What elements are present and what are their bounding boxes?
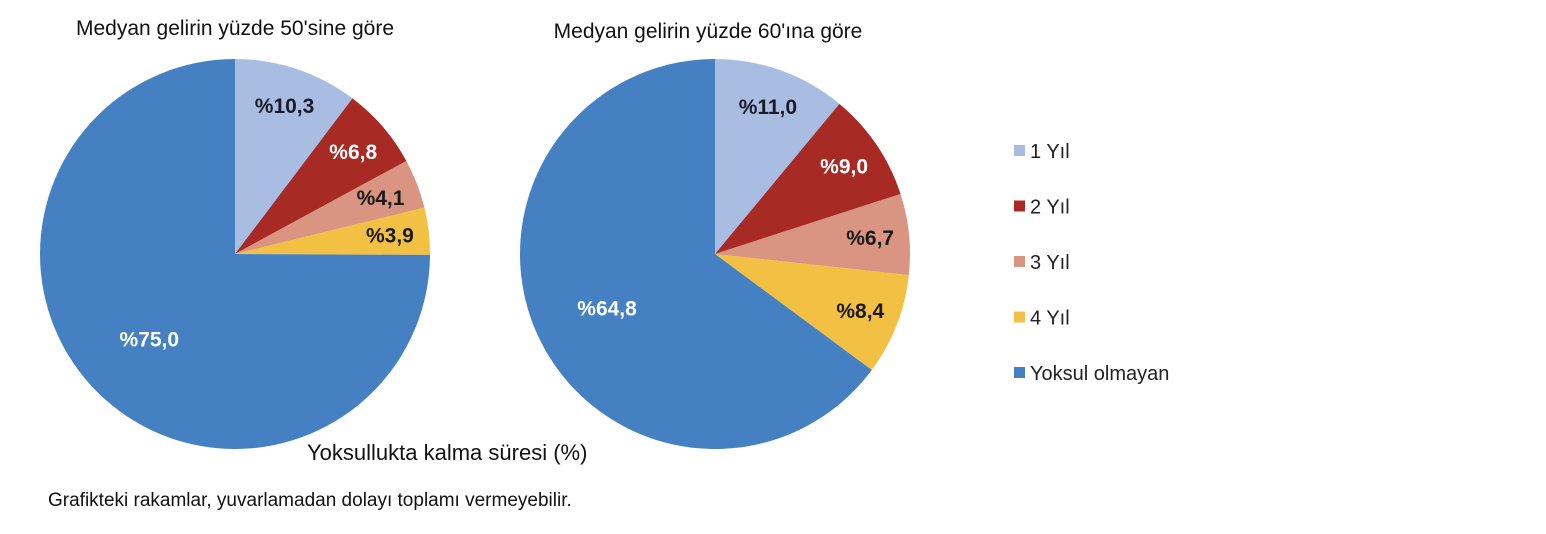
legend-item: Yoksul olmayan	[1030, 363, 1169, 385]
legend-item: 2 Yıl	[1030, 197, 1070, 219]
legend: 1 Yıl 2 Yıl 3 Yıl 4 Yıl Yoksul olmayan	[1014, 141, 1169, 385]
footnote: Grafikteki rakamlar, yuvarlamadan dolayı…	[48, 490, 572, 511]
pie-slice	[235, 160, 425, 254]
pie-slice	[715, 103, 901, 255]
pie-slice	[235, 59, 353, 254]
data-label: %3,9	[366, 225, 414, 248]
chart-title-1: Medyan gelirin yüzde 50'sine göre	[76, 17, 394, 40]
axis-title: Yoksullukta kalma süresi (%)	[307, 440, 588, 465]
pie-chart-1: %10,3 %6,8 %4,1 %3,9 %75,0	[40, 59, 430, 449]
data-label: %9,0	[820, 155, 868, 178]
legend-item: 4 Yıl	[1030, 308, 1070, 330]
data-label: %4,1	[357, 187, 405, 210]
pie-slice	[40, 59, 430, 449]
pie-slice	[235, 207, 430, 255]
data-label: %6,7	[846, 227, 894, 250]
pie-slice	[715, 193, 910, 276]
legend-item: 3 Yıl	[1030, 252, 1070, 274]
pie-slice	[715, 59, 840, 254]
legend-swatch	[1014, 311, 1025, 323]
pie-slice	[520, 59, 872, 449]
legend-swatch	[1014, 367, 1025, 378]
data-label: %75,0	[120, 328, 180, 351]
data-label: %10,3	[255, 95, 315, 118]
legend-swatch	[1014, 256, 1025, 267]
pie-slice	[715, 254, 909, 370]
pie-slice	[235, 98, 407, 255]
legend-swatch	[1014, 145, 1025, 156]
pie-chart-2: %11,0 %9,0 %6,7 %8,4 %64,8	[520, 59, 910, 449]
legend-item: 1 Yıl	[1030, 141, 1070, 163]
data-label: %6,8	[329, 141, 377, 164]
legend-swatch	[1014, 200, 1025, 212]
data-label: %8,4	[836, 300, 884, 323]
data-label: %64,8	[577, 297, 637, 320]
data-label: %11,0	[739, 96, 797, 119]
chart-title-2: Medyan gelirin yüzde 60'ına göre	[554, 20, 863, 43]
